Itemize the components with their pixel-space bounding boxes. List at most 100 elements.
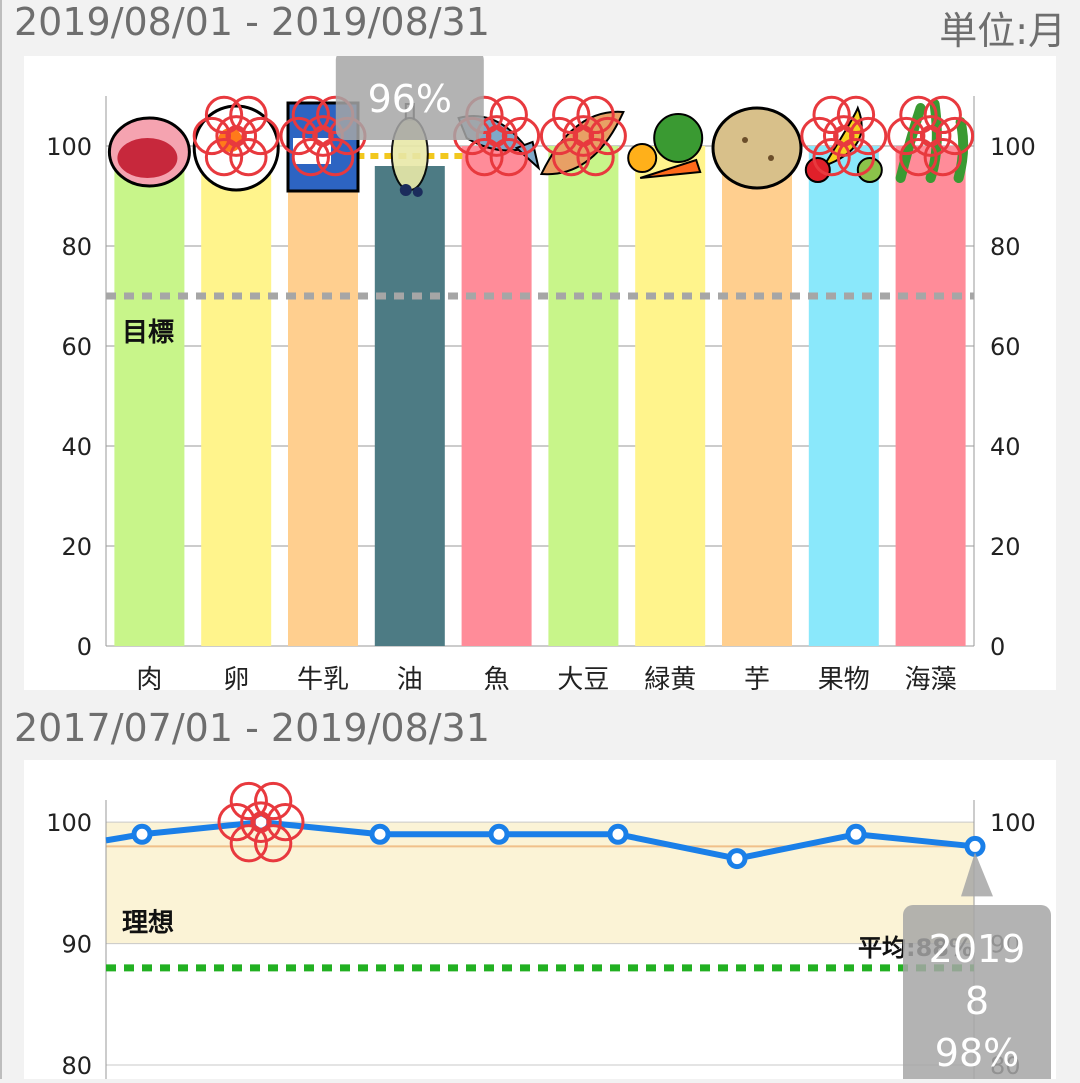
target-label: 目標 xyxy=(122,318,174,348)
olive xyxy=(412,187,423,197)
flower-petal xyxy=(291,95,330,135)
data-point xyxy=(964,835,986,857)
flower-ring xyxy=(215,115,258,157)
line-tooltip: 2019 8 98% xyxy=(903,852,1051,1083)
bar-2 xyxy=(288,146,358,646)
flower-petal xyxy=(254,824,293,863)
monthly-bar-chart[interactable]: 0 0 20 20 40 40 60 60 80 80 100 100 肉 卵 牛乳 油 魚 大豆 緑黄 芋 果物 海藻 目… xyxy=(24,50,1056,695)
flower-ring xyxy=(909,115,952,157)
y-tick-label-left: 100 xyxy=(46,809,92,837)
x-tick-label: 海藻 xyxy=(905,665,957,690)
flower-petal xyxy=(552,95,591,135)
flower-ring xyxy=(562,115,605,157)
carrot xyxy=(639,158,702,179)
tooltip-box xyxy=(903,905,1051,1083)
flower-petal xyxy=(316,137,355,177)
bars xyxy=(114,146,966,646)
flower-petal xyxy=(489,95,528,135)
flower-petal xyxy=(849,116,888,156)
y-tick-label-right: 100 xyxy=(990,133,1036,161)
achievement-flower-icon xyxy=(279,95,367,177)
flower-petal xyxy=(254,781,293,821)
flower-petal xyxy=(588,116,627,156)
flower-core xyxy=(485,125,508,147)
y-tick-label-left: 60 xyxy=(61,333,92,361)
flower-petal xyxy=(204,95,244,135)
data-point xyxy=(369,823,391,845)
ideal-band-label: 理想 xyxy=(122,909,174,939)
meat-icon xyxy=(107,116,191,188)
flower-petal xyxy=(899,137,938,177)
vegetable-icon xyxy=(627,113,704,179)
flower-petal xyxy=(899,95,938,135)
flower-petal xyxy=(229,137,268,177)
bar-3 xyxy=(374,166,445,646)
y-tick-label-left: 100 xyxy=(46,133,92,161)
y-tick-label-left: 80 xyxy=(61,233,92,261)
potato-eye xyxy=(768,155,774,161)
bar-4 xyxy=(461,146,532,646)
tooltip-month: 8 xyxy=(965,979,989,1023)
tooltip-value: 98% xyxy=(935,1031,1019,1075)
pumpkin xyxy=(627,143,658,173)
potato-eye xyxy=(742,137,748,143)
y-tick-label-right: 40 xyxy=(990,433,1021,461)
date-range-monthly: 2019/08/01 - 2019/08/31 xyxy=(14,0,490,44)
flower-petal xyxy=(229,824,268,863)
x-tick-label: 油 xyxy=(397,665,423,690)
data-point xyxy=(845,823,867,845)
flower-petal xyxy=(489,137,528,177)
flower-petal xyxy=(229,95,268,135)
flower-petal xyxy=(576,95,615,135)
flower-petal xyxy=(552,137,591,177)
x-tick-label: 肉 xyxy=(136,665,162,690)
data-point xyxy=(131,823,153,845)
potato-body xyxy=(711,106,803,190)
flower-core xyxy=(919,125,942,147)
flower-petal xyxy=(923,137,962,177)
y-tick-label-left: 80 xyxy=(61,1052,92,1079)
flower-petal xyxy=(836,95,876,135)
flower-petal xyxy=(576,137,615,177)
unit-label: 単位:月 xyxy=(939,9,1066,53)
y-tick-label-right: 0 xyxy=(990,633,1005,661)
bar-8 xyxy=(808,146,879,646)
x-tick-label: 大豆 xyxy=(557,665,609,690)
achievement-flower-icon xyxy=(887,95,975,177)
leafy-green xyxy=(653,113,704,163)
y-tick-label-left: 40 xyxy=(61,433,92,461)
achievement-flower-icon xyxy=(539,95,627,177)
flower-core xyxy=(572,125,595,147)
flower-petal xyxy=(192,116,231,156)
y-tick-label-right: 20 xyxy=(990,533,1021,561)
flower-core xyxy=(225,125,247,147)
achievement-flower-icon xyxy=(192,95,280,177)
x-tick-label: 緑黄 xyxy=(644,665,696,690)
bar-0 xyxy=(114,146,185,646)
flower-petal xyxy=(923,95,962,135)
flower-petal xyxy=(501,116,541,156)
window-left-edge xyxy=(0,0,2,1079)
y-tick-label-left: 90 xyxy=(61,931,92,959)
flower-petal xyxy=(204,137,244,177)
flower-petal xyxy=(291,137,330,177)
achievement-flower-icon xyxy=(217,781,305,863)
achievement-flower-icon xyxy=(800,95,888,177)
x-tick-label: 魚 xyxy=(484,665,510,690)
x-tick-label: 牛乳 xyxy=(297,665,349,690)
bar-9 xyxy=(895,146,966,646)
flower-petal xyxy=(887,116,926,156)
flower-petal xyxy=(217,803,256,842)
tooltip-value: 96% xyxy=(368,77,452,121)
data-point xyxy=(488,823,510,845)
tooltip-box xyxy=(335,50,484,140)
bar-tooltip: 96% xyxy=(335,50,484,140)
y-tick-label-right: 60 xyxy=(990,333,1021,361)
y-tick-label-right: 80 xyxy=(990,233,1021,261)
date-range-history: 2017/07/01 - 2019/08/31 xyxy=(14,706,490,750)
flower-petal xyxy=(229,781,268,821)
flower-petal xyxy=(935,116,975,156)
monthly-bar-panel: 0 0 20 20 40 40 60 60 80 80 100 100 肉 卵 牛乳 油 魚 大豆 緑黄 芋 果物 海藻 目… xyxy=(24,50,1056,695)
